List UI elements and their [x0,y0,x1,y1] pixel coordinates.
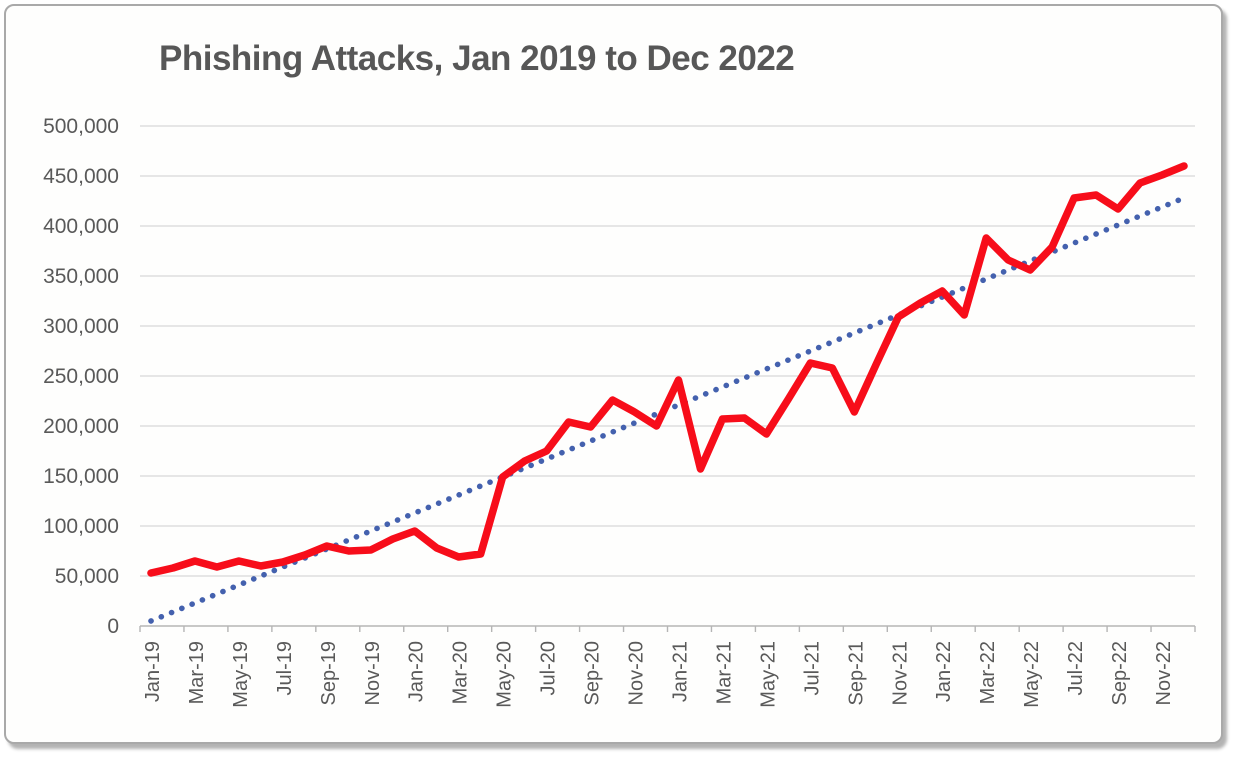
x-axis-label: Mar-21 [713,641,735,704]
x-axis-label: Sep-21 [845,641,867,706]
x-axis-label: Nov-20 [626,641,648,705]
y-axis-label: 400,000 [43,215,119,238]
y-axis-label: 500,000 [43,115,119,138]
x-axis-label: May-21 [757,641,779,708]
x-axis-label: Jul-20 [538,641,560,695]
chart-canvas: Phishing Attacks, Jan 2019 to Dec 2022 [4,4,1223,744]
x-axis-label: Mar-20 [450,641,472,704]
x-axis-label: May-22 [1021,641,1043,708]
y-axis-label: 300,000 [43,315,119,338]
y-axis-label: 150,000 [43,465,119,488]
x-axis-label: Nov-22 [1153,641,1175,705]
x-axis-label: Sep-20 [582,641,604,706]
y-axis-label: 450,000 [43,165,119,188]
y-axis-label: 0 [107,615,119,638]
x-axis-label: Jan-20 [406,641,428,702]
x-axis-label: Nov-21 [889,641,911,705]
x-axis-label: Nov-19 [362,641,384,705]
x-axis-label: Mar-19 [186,641,208,704]
x-axis-label: May-19 [230,641,252,708]
x-axis-label: Jan-19 [142,641,164,702]
y-axis-label: 100,000 [43,515,119,538]
chart-title: Phishing Attacks, Jan 2019 to Dec 2022 [159,39,795,78]
y-axis-label: 350,000 [43,265,119,288]
x-axis-label: Jul-19 [274,641,296,695]
y-axis-label: 50,000 [55,565,119,588]
x-axis-label: Jul-22 [1065,641,1087,695]
x-axis-label: Sep-19 [318,641,340,706]
x-axis-label: Jan-22 [933,641,955,702]
y-axis-label: 200,000 [43,415,119,438]
phishing-series-line [147,162,1188,577]
x-axis-label: Jul-21 [801,641,823,695]
x-axis-label: May-20 [494,641,516,708]
x-axis-label: Jan-21 [669,641,691,702]
x-axis-label: Sep-22 [1109,641,1131,706]
x-axis-label: Mar-22 [977,641,999,704]
y-axis-label: 250,000 [43,365,119,388]
